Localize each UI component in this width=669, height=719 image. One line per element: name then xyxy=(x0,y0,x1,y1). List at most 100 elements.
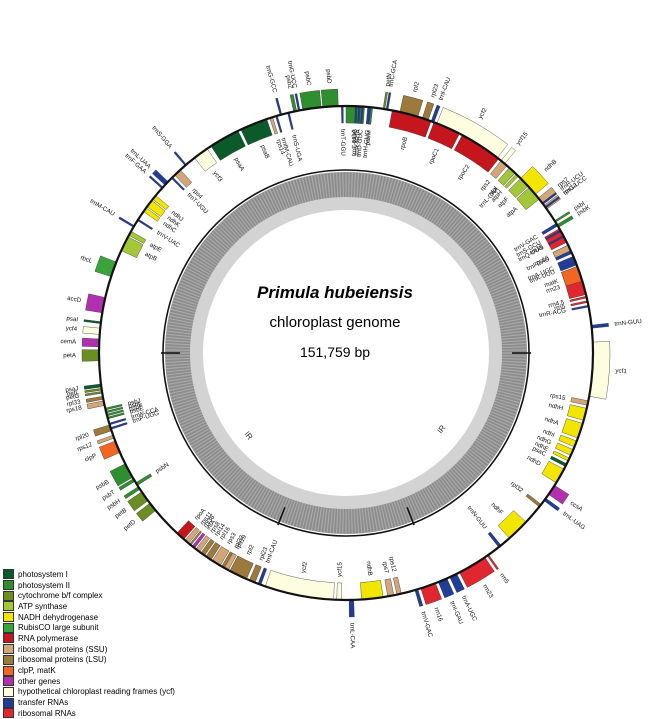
gene-petA xyxy=(81,349,100,362)
gene-trnS-UGA xyxy=(287,112,294,130)
gc-tick xyxy=(215,458,237,480)
gene-label: clpP xyxy=(84,452,98,463)
legend-label: photosystem I xyxy=(18,569,68,579)
legend-swatch xyxy=(3,633,14,644)
gene-label: rps15 xyxy=(549,392,566,402)
gene-ycf3 xyxy=(194,148,217,172)
backbone-circle xyxy=(97,104,595,602)
gene-label: trnT-GGU xyxy=(339,129,346,156)
legend-swatch xyxy=(3,590,14,601)
gene-label: rrn5 xyxy=(554,303,567,312)
gene-label: ycf15 xyxy=(336,561,343,577)
gene-label: trnY-GUA xyxy=(353,128,361,155)
gene-ndhF xyxy=(497,510,527,539)
gc-tick xyxy=(374,175,382,205)
legend-swatch xyxy=(3,697,14,708)
gc-tick xyxy=(188,261,214,277)
legend-item: ATP synthase xyxy=(3,601,175,612)
legend-swatch xyxy=(3,654,14,665)
legend-swatch xyxy=(3,601,14,612)
gene-label: psaB xyxy=(259,144,271,160)
gene-label: trnH-GUG xyxy=(362,130,372,159)
gene-label: ndhF xyxy=(489,501,504,516)
center-disc xyxy=(203,210,489,496)
genome-length: 151,759 bp xyxy=(299,344,371,360)
legend-swatch xyxy=(3,676,14,687)
gene-label: rpl32 xyxy=(509,480,525,494)
gene-label: atpB xyxy=(144,251,159,263)
gene-trnN-GUU xyxy=(591,322,609,329)
gene-psaI xyxy=(83,319,102,324)
gene-label: psbL xyxy=(128,400,143,410)
gene-label: psaJ xyxy=(65,385,79,394)
gene-label: ndhB xyxy=(365,561,374,576)
gene-label: ccsA xyxy=(569,500,585,514)
gene-label: ycf15 xyxy=(515,130,530,146)
gc-tick xyxy=(307,500,316,531)
legend-label: NADH dehydrogenase xyxy=(18,612,99,622)
legend-item: RNA polymerase xyxy=(3,633,175,644)
gene-label: rbcL xyxy=(79,254,93,265)
gene-label: psbB xyxy=(95,479,111,492)
gene-label: trnI-GAU xyxy=(448,600,464,625)
gene-label: psbZ xyxy=(284,75,294,90)
legend-label: ATP synthase xyxy=(18,601,68,611)
legend-label: other genes xyxy=(18,676,61,686)
gene-trnR-ACG xyxy=(571,304,589,311)
gene-label: psbJ xyxy=(127,398,141,408)
ir-boundary-tick xyxy=(277,507,286,526)
gene-label: rpoC1 xyxy=(428,147,442,166)
gc-tick xyxy=(165,362,195,367)
gene-label: trnG-GCC xyxy=(264,65,278,94)
legend-label: cytochrome b/f complex xyxy=(18,591,103,601)
gene-label: trnL-UAG xyxy=(561,510,586,531)
gene-label: ycf3 xyxy=(211,170,224,184)
legend-label: ribosomal proteins (SSU) xyxy=(18,644,108,654)
ir-boundary-tick xyxy=(406,507,415,526)
gene-rps15 xyxy=(570,397,589,406)
legend-swatch xyxy=(3,622,14,633)
legend-item: hypothetical chloroplast reading frames … xyxy=(3,686,175,698)
gc-tick xyxy=(421,195,438,223)
gene-ycf4 xyxy=(82,326,101,335)
gene-label: ycf2 xyxy=(300,561,309,574)
gene-label: rpl33 xyxy=(66,399,81,408)
gene-trnV-UAC xyxy=(137,218,154,231)
gene-label: petL xyxy=(67,389,80,398)
legend-label: ribosomal proteins (LSU) xyxy=(18,655,107,665)
gene-trnN-GUU xyxy=(487,531,502,548)
gene-label: ndhD xyxy=(526,454,543,468)
legend-label: hypothetical chloroplast reading frames … xyxy=(18,687,175,697)
gc-tick xyxy=(434,206,453,231)
species-name: Primula hubeiensis xyxy=(257,283,413,302)
gene-label: trnM-CAU xyxy=(89,198,116,218)
gene-rpl23 xyxy=(422,101,435,121)
gene-label: rpl23 xyxy=(258,546,270,562)
gene-label: psbE xyxy=(129,405,144,415)
gc-tick xyxy=(493,308,522,317)
legend-item: photosystem II xyxy=(3,580,175,591)
gene-rpl20 xyxy=(93,424,112,437)
gc-tick xyxy=(283,182,295,211)
gene-label: trnE-UUC xyxy=(351,129,359,157)
gc-tick xyxy=(184,270,212,285)
gene-label: rpoB xyxy=(399,136,409,150)
gene-label: rps12 xyxy=(387,556,397,573)
gc-content-ring xyxy=(161,169,531,537)
gene-label: psbN xyxy=(154,461,170,475)
gene-label: trnR-ACG xyxy=(539,307,567,319)
gc-tick xyxy=(483,416,511,431)
gene-label: trnL-CAA xyxy=(348,623,356,649)
gc-tick xyxy=(475,430,502,447)
gene-label: ycf4 xyxy=(65,325,77,333)
legend-label: clpP, matK xyxy=(18,666,56,676)
legend-swatch xyxy=(3,612,14,623)
gc-tick xyxy=(167,379,196,386)
gene-label: petD xyxy=(122,518,137,532)
gene-label: ndhB xyxy=(543,158,558,173)
gene-rps7 xyxy=(384,578,395,597)
gene-label: rps7 xyxy=(381,561,390,575)
gene-label: psbM xyxy=(364,130,373,146)
gc-tick xyxy=(496,336,527,341)
